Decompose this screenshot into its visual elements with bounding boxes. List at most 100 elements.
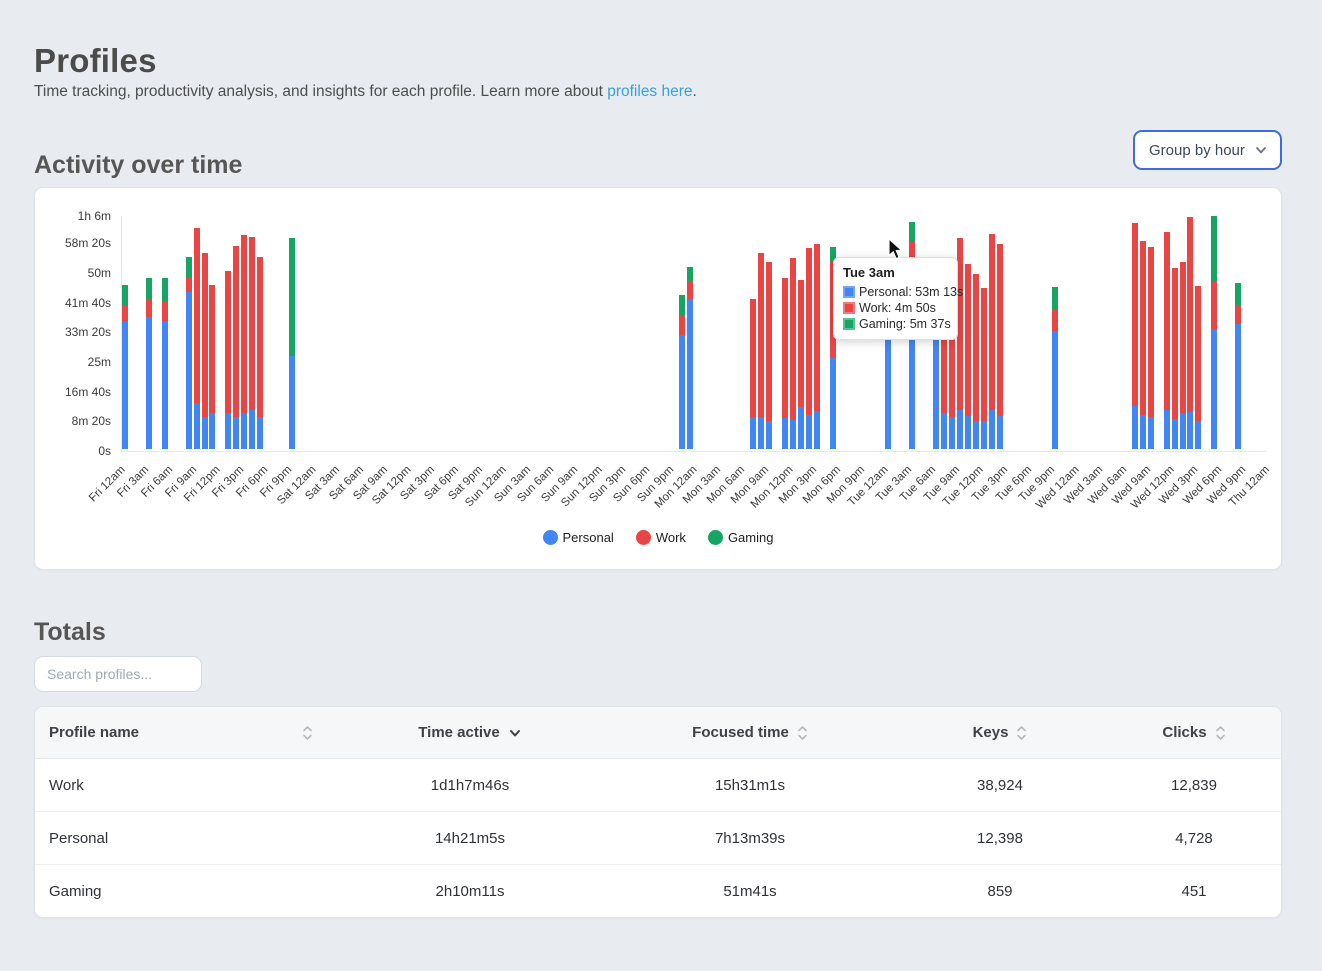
bar-segment-gaming [1211,215,1218,282]
bar-segment-personal [829,358,836,449]
bar-segment-work [225,270,232,414]
chart-bar-tue-11am[interactable] [972,273,979,449]
sort-both-icon[interactable] [1215,724,1226,742]
legend-item-work[interactable]: Work [635,530,686,545]
chart-bar-tue-12pm[interactable] [980,288,987,449]
column-header-time-active[interactable]: Time active [335,724,605,741]
chart-bar-fri-12am[interactable] [122,285,128,449]
chart-bar-mon-11am[interactable] [781,278,788,449]
bar-segment-gaming [686,267,693,282]
chart-bar-fri-8am[interactable] [185,256,192,449]
table-row[interactable]: Personal 14h21m5s 7h13m39s 12,398 4,728 [35,812,1281,865]
chart-bar-mon-5pm[interactable] [829,247,836,449]
column-header-clicks[interactable]: Clicks [1105,724,1281,742]
profile-name: Work [49,776,84,794]
chart-bar-tue-9am[interactable] [956,237,963,449]
chart-bar-sun-10pm[interactable] [678,295,685,449]
chart-bar-fri-5am[interactable] [161,278,168,449]
chart-bar-mon-9am[interactable] [766,262,773,449]
chart-bar-fri-11am[interactable] [209,285,216,449]
bar-segment-work [678,316,685,336]
chart-bar-wed-12pm[interactable] [1171,268,1178,449]
chart-bar-mon-8am[interactable] [758,253,765,449]
bar-segment-work [1147,246,1154,417]
column-header-profile-name[interactable]: Profile name [35,724,335,742]
chart-bar-tue-9pm[interactable] [1052,287,1059,449]
profiles-here-link[interactable]: profiles here [607,83,693,100]
chart-bar-wed-8pm[interactable] [1235,282,1242,449]
bar-segment-work [766,262,773,421]
chart-bar-fri-3pm[interactable] [241,235,248,449]
tooltip-swatch [843,302,855,314]
bar-segment-personal [996,416,1003,449]
chart-bar-fri-3am[interactable] [145,277,152,449]
legend-item-personal[interactable]: Personal [542,530,614,545]
y-axis-tick-label: 33m 20s [64,325,111,340]
chart-bar-tue-10am[interactable] [964,264,971,449]
chart-bar-wed-2pm[interactable] [1187,217,1194,449]
table-row[interactable]: Gaming 2h10m11s 51m41s 859 451 [35,865,1281,917]
subtitle-period: . [692,83,697,100]
chart-bar-tue-8am[interactable] [948,270,955,449]
y-axis-tick-label: 8m 20s [71,414,111,429]
column-header-focused-time[interactable]: Focused time [605,724,895,742]
chart-bar-fri-9pm[interactable] [288,238,295,449]
bar-segment-gaming [288,238,295,357]
bar-segment-personal [964,415,971,449]
bar-segment-personal [933,331,940,449]
bar-segment-work [813,243,820,412]
chart-bar-wed-5pm[interactable] [1211,215,1218,449]
clicks-value: 12,839 [1171,776,1217,794]
chart-bar-wed-1pm[interactable] [1179,261,1186,449]
chart-bar-fri-5pm[interactable] [257,256,264,449]
chart-bar-mon-7am[interactable] [750,298,757,449]
group-by-select[interactable]: Group by hour [1133,130,1282,170]
chart-bar-wed-9am[interactable] [1147,246,1154,449]
bar-segment-personal [257,416,264,449]
bar-segment-work [185,278,192,293]
chart-bar-sun-11pm[interactable] [686,267,693,449]
chart-bar-fri-9am[interactable] [193,228,200,449]
chart-bar-wed-11am[interactable] [1163,232,1170,449]
time-active-value: 14h21m5s [434,829,506,847]
chart-bar-mon-2pm[interactable] [805,247,812,449]
sort-both-icon[interactable] [302,724,313,742]
table-row[interactable]: Work 1d1h7m46s 15h31m1s 38,924 12,839 [35,759,1281,812]
chart-bar-wed-8am[interactable] [1139,241,1146,449]
tooltip-text: Gaming: 5m 37s [859,317,951,331]
page-title: Profiles [34,42,157,80]
chart-bar-wed-7am[interactable] [1131,223,1138,449]
chart-bar-mon-3pm[interactable] [813,243,820,449]
chart-bar-tue-2pm[interactable] [996,244,1003,449]
legend-item-gaming[interactable]: Gaming [707,530,773,545]
sort-both-icon[interactable] [797,724,808,742]
chart-bar-fri-4pm[interactable] [249,237,256,449]
column-header-keys[interactable]: Keys [895,724,1105,742]
chart-bar-tue-1pm[interactable] [988,234,995,449]
tooltip-entry-personal: Personal: 53m 13s [843,285,963,299]
bar-segment-work [758,253,765,417]
tooltip-swatch [843,286,855,298]
bar-segment-gaming [161,278,168,302]
activity-chart: 0s 8m 20s 16m 40s 25m 33m 20s 41m 40s 50m 58m 2… [34,187,1282,570]
bar-segment-personal [233,416,240,449]
page-subtitle: Time tracking, productivity analysis, an… [34,83,697,101]
bar-segment-work [201,253,208,417]
sort-both-icon[interactable] [1016,724,1027,742]
bar-segment-personal [980,420,987,449]
activity-over-time-heading: Activity over time [34,150,243,179]
sort-desc-icon[interactable] [508,726,522,740]
chart-bar-fri-2pm[interactable] [233,246,240,449]
chart-bar-fri-10am[interactable] [201,253,208,449]
chart-bar-wed-3pm[interactable] [1195,285,1202,449]
bar-segment-work [1235,305,1242,325]
tooltip-title: Tue 3am [843,265,895,280]
chart-bar-mon-1pm[interactable] [797,279,804,449]
chart-bar-mon-12pm[interactable] [789,257,796,449]
bar-segment-work [1171,268,1178,419]
legend-color-dot [542,530,558,545]
bar-segment-personal [948,416,955,449]
search-profiles-input[interactable] [34,656,202,692]
chart-bar-fri-1pm[interactable] [225,270,232,449]
chart-bar-tue-3am[interactable] [909,222,916,449]
